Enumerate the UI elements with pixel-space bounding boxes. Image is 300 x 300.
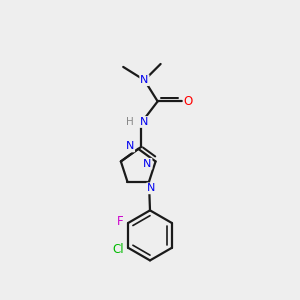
Text: H: H xyxy=(126,117,134,127)
Text: N: N xyxy=(143,159,152,169)
Text: F: F xyxy=(117,215,123,228)
Text: O: O xyxy=(184,95,193,108)
Text: Cl: Cl xyxy=(112,243,124,256)
Text: N: N xyxy=(140,117,148,127)
Text: N: N xyxy=(140,75,148,85)
Text: N: N xyxy=(147,183,155,193)
Text: N: N xyxy=(126,142,134,152)
